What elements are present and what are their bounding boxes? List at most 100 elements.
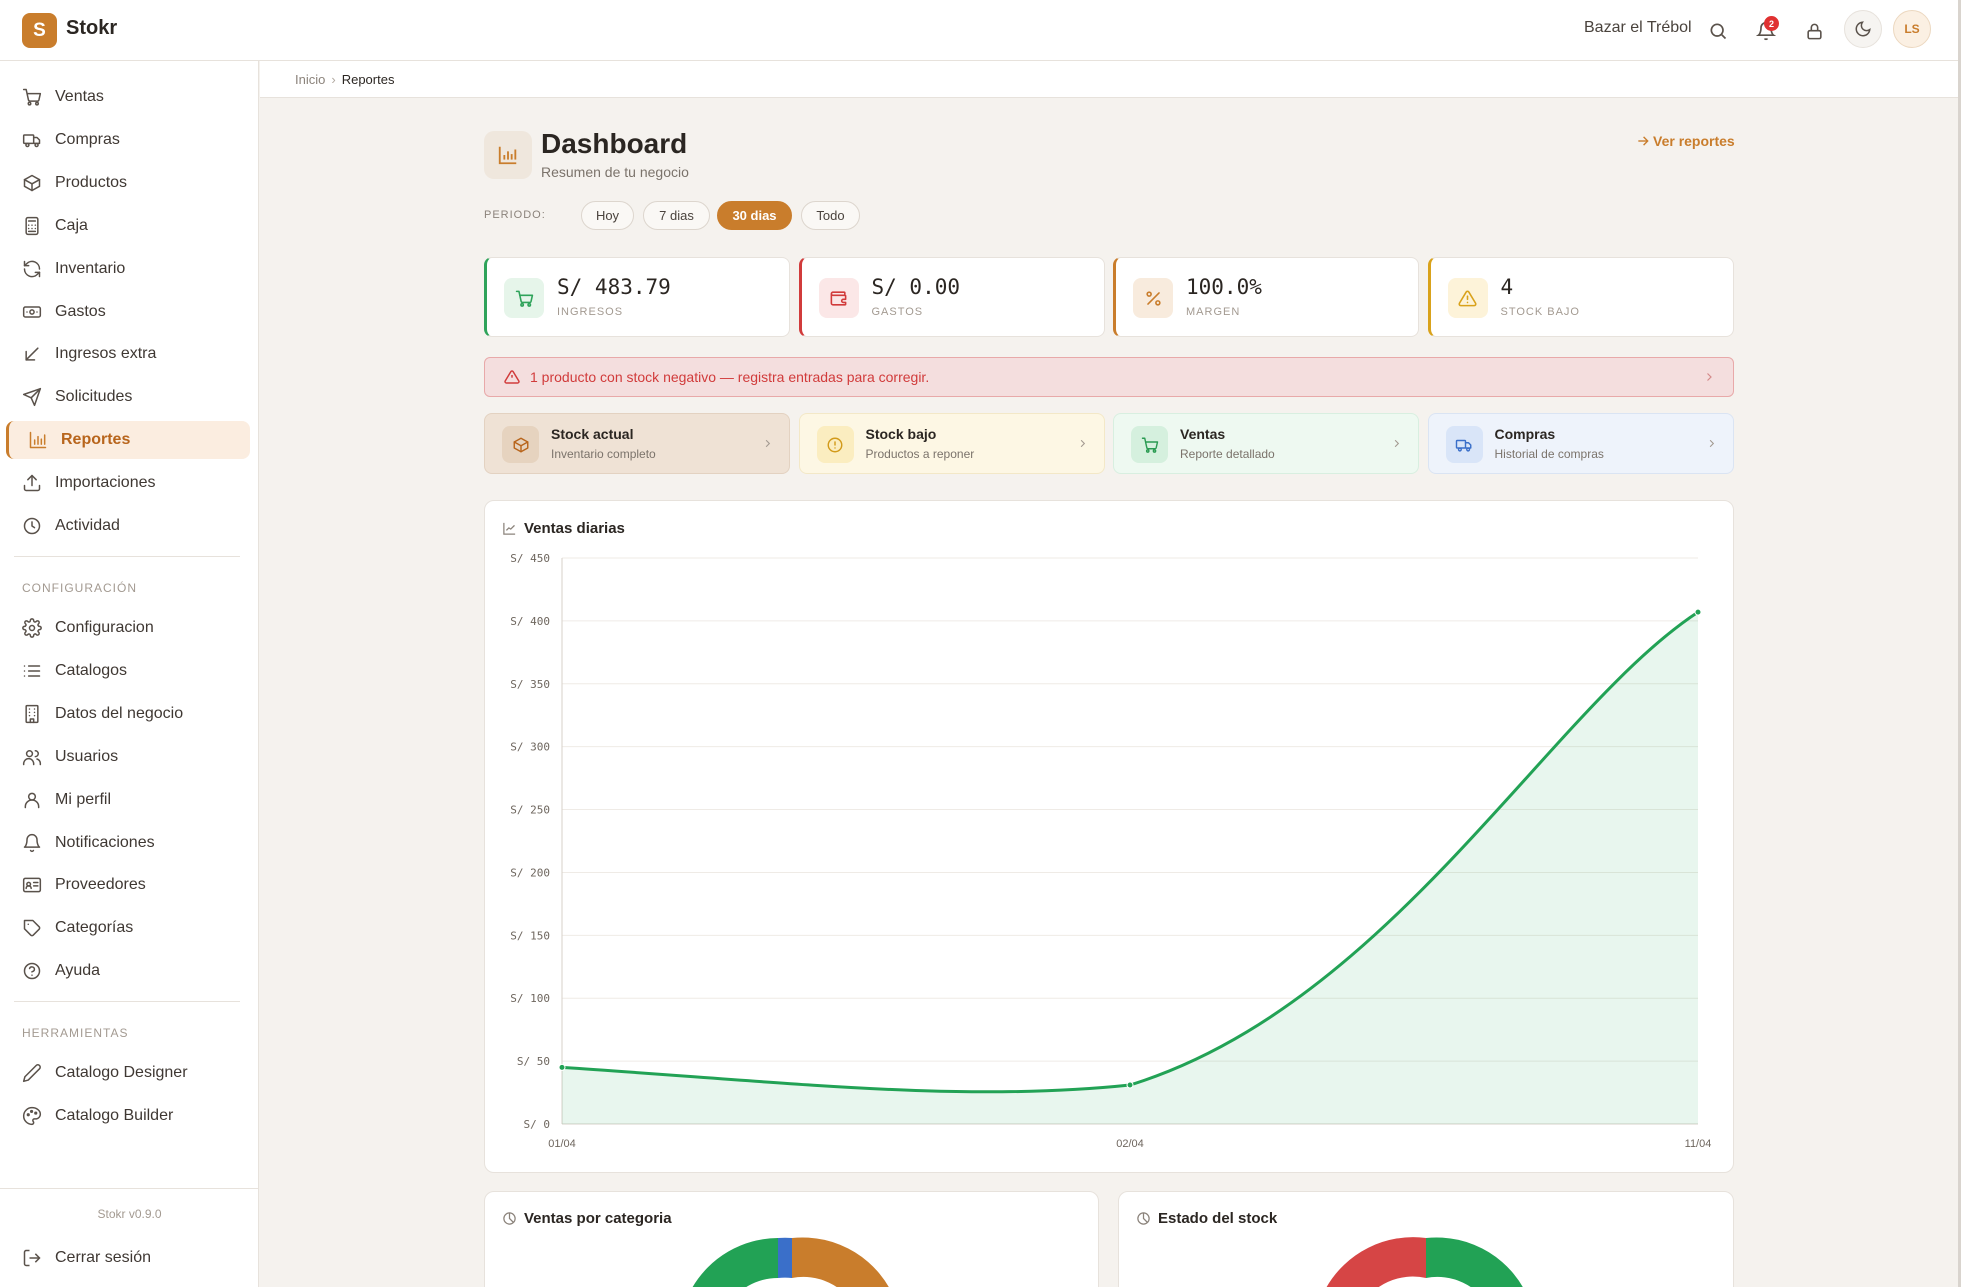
quick-link-icon-box — [1131, 426, 1168, 463]
breadcrumb: Inicio › Reportes — [260, 61, 1961, 98]
period-option-hoy[interactable]: Hoy — [581, 201, 634, 230]
sidebar-item-configuracion[interactable]: Configuracion — [6, 609, 250, 647]
sidebar-item-notificaciones[interactable]: Notificaciones — [6, 824, 250, 862]
sidebar-item-inventario[interactable]: Inventario — [6, 250, 250, 288]
sidebar-item-label: Configuracion — [55, 619, 154, 636]
sidebar-item-label: Catalogos — [55, 661, 128, 679]
contact-card-icon — [22, 877, 42, 893]
y-tick-label: S/ 0 — [524, 1118, 551, 1131]
quick-link-subtitle: Historial de compras — [1494, 447, 1604, 461]
send-icon — [22, 388, 42, 407]
sidebar-item-categorias[interactable]: Categorías — [6, 909, 250, 947]
sidebar-item-gastos[interactable]: Gastos — [6, 293, 250, 331]
warning-icon — [504, 370, 520, 384]
sidebar-item-catalogos[interactable]: Catalogos — [6, 652, 250, 690]
theme-toggle-button[interactable] — [1844, 10, 1882, 48]
sidebar-item-label: Datos del negocio — [55, 704, 184, 722]
chevron-right-icon — [1709, 439, 1714, 448]
kpi-card-ingresos: S/ 483.79 INGRESOS — [484, 257, 790, 337]
period-option-todo[interactable]: Todo — [801, 201, 860, 230]
kpi-value: 100.0% — [1186, 275, 1262, 299]
sidebar-item-importaciones[interactable]: Importaciones — [6, 464, 250, 502]
stock-status-card: Estado del stock — [1118, 1191, 1734, 1287]
category-donut-chart — [692, 1237, 889, 1287]
quick-link-title: Stock actual — [551, 426, 634, 442]
sidebar-item-label: Proveedores — [55, 876, 146, 894]
banknote-icon — [22, 305, 42, 318]
y-tick-label: S/ 450 — [510, 552, 550, 565]
donut-slice — [692, 1238, 778, 1287]
y-tick-label: S/ 400 — [510, 615, 550, 628]
sidebar-item-label: Caja — [55, 216, 88, 234]
sidebar-item-usuarios[interactable]: Usuarios — [6, 738, 250, 776]
sales-by-category-title: Ventas por categoria — [502, 1210, 672, 1227]
kpi-icon-box — [504, 278, 544, 318]
app-name[interactable]: Stokr — [66, 17, 118, 39]
sidebar-item-catalogo-designer[interactable]: Catalogo Designer — [6, 1054, 250, 1092]
quick-link-stock-actual[interactable]: Stock actual Inventario completo — [484, 413, 790, 474]
sidebar-item-compras[interactable]: Compras — [6, 121, 250, 159]
notifications-button[interactable]: 2 — [1749, 14, 1783, 48]
alert-circle-icon — [827, 437, 843, 452]
sidebar-item-label: Reportes — [61, 431, 131, 449]
view-reports-link[interactable]: Ver reportes — [1636, 133, 1735, 149]
breadcrumb-current: Reportes — [341, 71, 395, 87]
gear-icon — [22, 618, 42, 638]
period-option-7-dias[interactable]: 7 dias — [643, 201, 710, 230]
chart-data-point — [558, 1063, 566, 1071]
sidebar-item-mi-perfil[interactable]: Mi perfil — [6, 781, 250, 819]
help-circle-icon — [23, 962, 41, 980]
warning-icon — [1458, 290, 1477, 306]
sidebar-item-solicitudes[interactable]: Solicitudes — [6, 378, 250, 416]
chart-data-point — [1694, 608, 1702, 616]
sidebar-item-caja[interactable]: Caja — [6, 207, 250, 245]
donut-slice — [1326, 1237, 1426, 1287]
sidebar-item-label: Compras — [55, 130, 120, 148]
y-tick-label: S/ 150 — [510, 929, 550, 942]
breadcrumb-home-link[interactable]: Inicio — [295, 71, 326, 87]
kpi-card-margen: 100.0% MARGEN — [1113, 257, 1419, 337]
app-version: Stokr v0.9.0 — [97, 1207, 162, 1221]
chevron-right-icon — [1080, 439, 1085, 448]
sidebar-item-ayuda[interactable]: Ayuda — [6, 952, 250, 990]
lock-button[interactable] — [1797, 14, 1831, 48]
search-button[interactable] — [1701, 14, 1735, 48]
negative-stock-alert[interactable]: 1 producto con stock negativo — registra… — [484, 357, 1734, 397]
nav-divider — [14, 556, 240, 557]
quick-link-ventas[interactable]: Ventas Reporte detallado — [1113, 413, 1419, 474]
sidebar-item-reportes[interactable]: Reportes — [6, 421, 250, 460]
sidebar-item-actividad[interactable]: Actividad — [6, 507, 250, 545]
page-scrollbar[interactable] — [1958, 0, 1961, 1287]
stock-status-title: Estado del stock — [1136, 1210, 1277, 1227]
quick-link-title: Stock bajo — [865, 426, 937, 442]
sidebar-item-catalogo-builder[interactable]: Catalogo Builder — [6, 1097, 250, 1135]
quick-link-compras[interactable]: Compras Historial de compras — [1427, 413, 1734, 474]
bell-icon — [23, 833, 41, 852]
sidebar-item-proveedores[interactable]: Proveedores — [6, 866, 250, 904]
pencil-icon — [22, 1064, 41, 1083]
sidebar-item-ingresos-extra[interactable]: Ingresos extra — [6, 335, 250, 373]
sidebar-item-ventas[interactable]: Ventas — [6, 78, 250, 116]
sidebar-item-label: Ayuda — [55, 962, 101, 980]
palette-icon — [23, 1106, 42, 1125]
bar-chart-icon — [498, 146, 517, 165]
kpi-icon-box — [818, 278, 859, 318]
quick-link-stock-bajo[interactable]: Stock bajo Productos a reponer — [798, 413, 1105, 474]
donut-slice — [1426, 1237, 1523, 1287]
kpi-value: S/ 483.79 — [557, 275, 671, 299]
card-title-text: Estado del stock — [1158, 1210, 1278, 1227]
sidebar-item-datos-del-negocio[interactable]: Datos del negocio — [6, 695, 250, 733]
sidebar-item-productos[interactable]: Productos — [6, 164, 250, 202]
sidebar-item-label: Catalogo Designer — [55, 1064, 188, 1081]
tools-section-heading: HERRAMIENTAS — [22, 1026, 129, 1040]
chart-series-line — [560, 610, 1700, 1094]
period-option-30-dias[interactable]: 30 dias — [717, 201, 792, 230]
sidebar-item-label: Solicitudes — [55, 388, 133, 406]
app-logo[interactable]: S — [22, 13, 57, 48]
quick-link-subtitle: Reporte detallado — [1180, 447, 1275, 461]
truck-icon — [1455, 439, 1472, 452]
user-avatar[interactable]: LS — [1893, 10, 1931, 48]
logout-button[interactable]: Cerrar sesión — [6, 1239, 250, 1277]
pie-chart-icon — [503, 1212, 516, 1225]
kpi-label: GASTOS — [871, 306, 924, 318]
